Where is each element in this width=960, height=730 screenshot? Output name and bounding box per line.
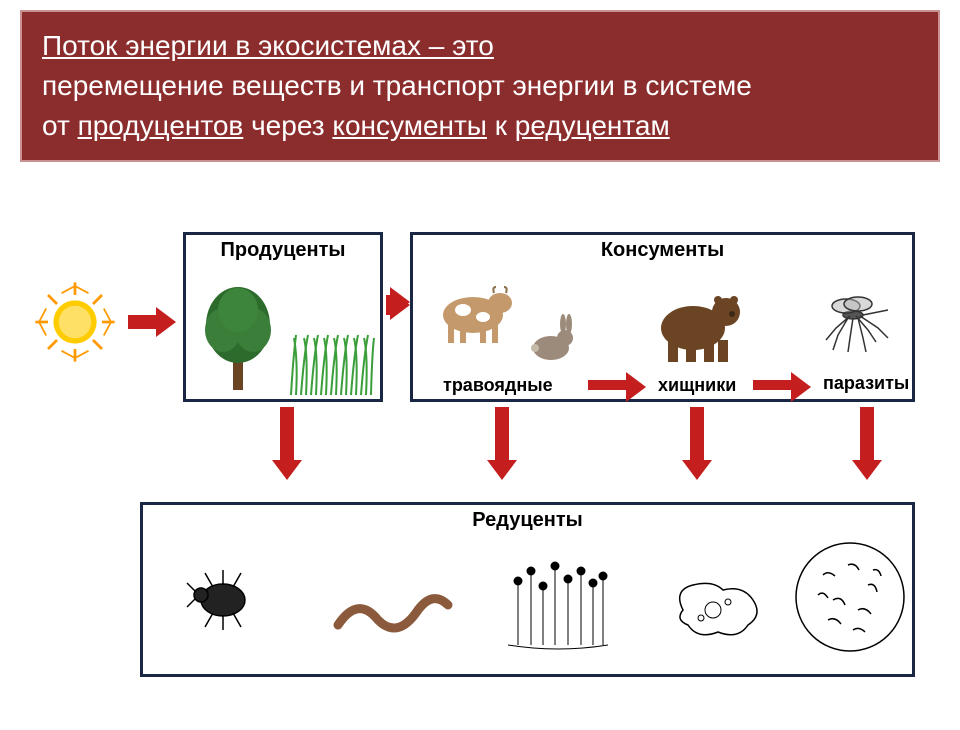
- line3-prefix: от: [42, 110, 78, 141]
- line3-u1: продуцентов: [78, 110, 244, 141]
- arrow-herb-pred: [588, 380, 628, 390]
- sun-icon: [30, 277, 120, 367]
- line3-u3: редуцентам: [515, 110, 670, 141]
- fungi-icon: [503, 555, 613, 655]
- grass-icon: [286, 330, 376, 400]
- consumers-box: Консументы: [410, 232, 915, 402]
- arrow-producers-reducers: [280, 407, 294, 462]
- line3-mid2: к: [487, 110, 515, 141]
- header-line2: перемещение веществ и транспорт энергии …: [42, 70, 918, 102]
- diagram-area: Продуценты Консументы: [0, 192, 960, 692]
- rabbit-icon: [523, 310, 578, 365]
- herbivores-label: травоядные: [443, 375, 553, 396]
- amoeba-icon: [663, 570, 773, 650]
- reducers-title: Редуценты: [143, 505, 912, 536]
- arrow-sun-producers: [128, 315, 158, 329]
- arrow-para-reducers: [860, 407, 874, 462]
- producers-box: Продуценты: [183, 232, 383, 402]
- worm-icon: [328, 575, 458, 645]
- header-title-underlined: Поток энергии в экосистемах – это: [42, 30, 494, 61]
- producers-title: Продуценты: [186, 235, 380, 266]
- header-title-line: Поток энергии в экосистемах – это: [42, 30, 918, 62]
- header-line3: от продуцентов через консументы к редуце…: [42, 110, 918, 142]
- arrow-herb-reducers: [495, 407, 509, 462]
- predators-label: хищники: [658, 375, 736, 396]
- header-panel: Поток энергии в экосистемах – это переме…: [20, 10, 940, 162]
- beetle-icon: [183, 565, 263, 635]
- bacteria-icon: [793, 540, 908, 655]
- bear-icon: [648, 280, 743, 365]
- line3-mid: через: [243, 110, 332, 141]
- reducers-box: Редуценты: [140, 502, 915, 677]
- arrow-producers-consumers: [386, 298, 392, 312]
- consumers-title: Консументы: [413, 235, 912, 266]
- tree-icon: [198, 275, 278, 395]
- parasites-label: паразиты: [823, 373, 909, 394]
- cow-icon: [428, 275, 513, 345]
- mosquito-icon: [808, 280, 903, 360]
- line3-u2: консументы: [332, 110, 487, 141]
- arrow-pred-reducers: [690, 407, 704, 462]
- arrow-pred-para: [753, 380, 793, 390]
